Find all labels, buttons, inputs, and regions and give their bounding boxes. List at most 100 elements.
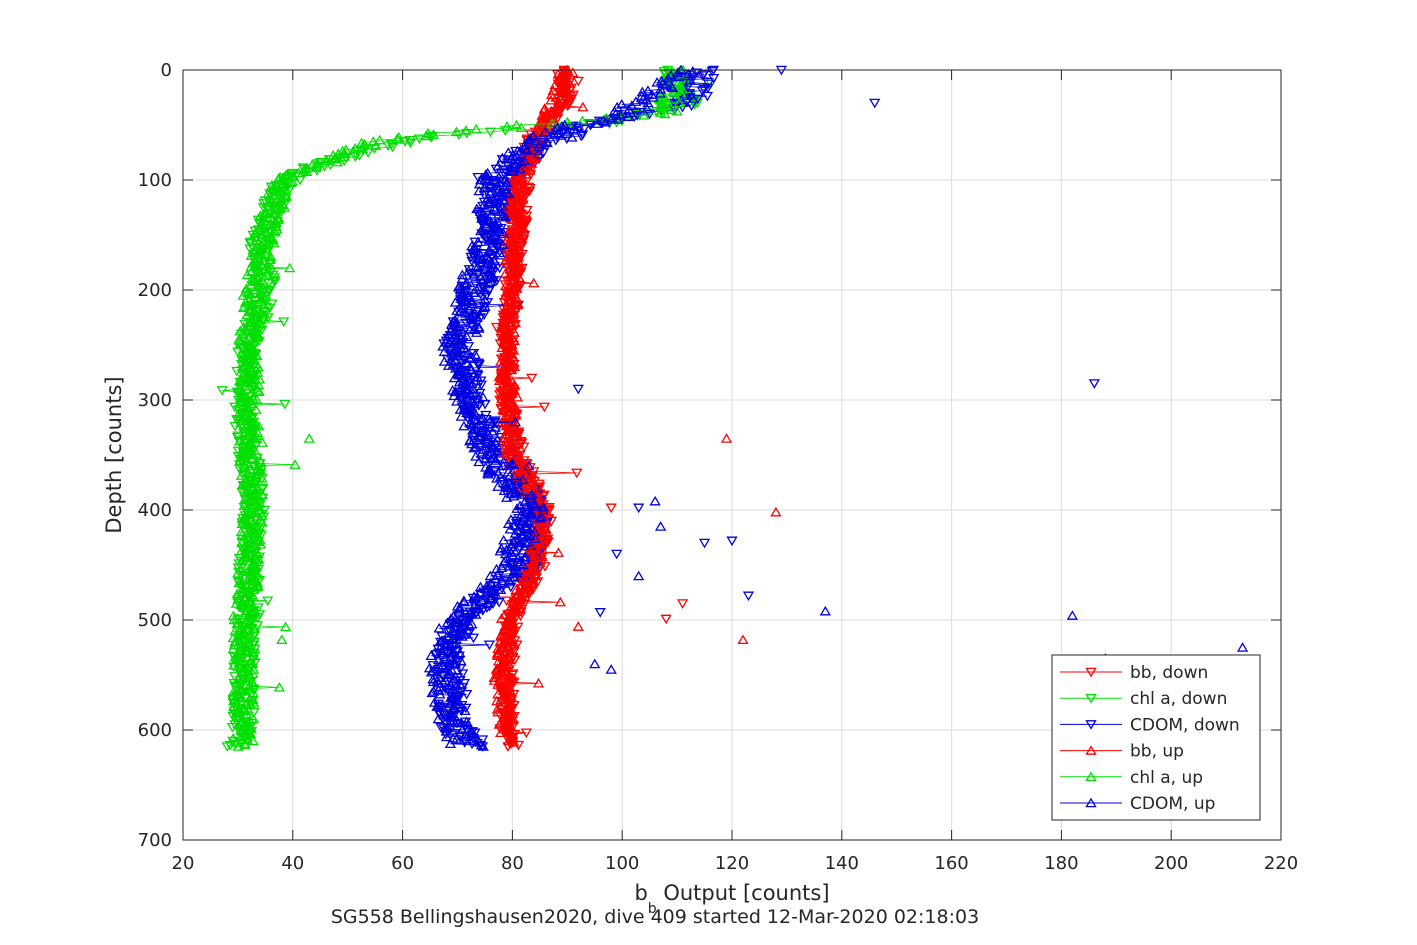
data-point [511,391,524,402]
data-point [244,503,257,513]
outlier-point [572,76,584,87]
data-point [500,187,513,197]
data-point [484,215,496,226]
y-axis-ticks: 0 100 200 300 400 500 600 700 [138,60,1281,851]
data-point [331,156,344,167]
data-point [262,188,274,199]
data-point [482,429,495,439]
x-tick-label: 80 [501,853,524,874]
data-point [518,232,530,242]
data-point [463,265,475,276]
data-point [525,508,537,519]
y-tick-label: 300 [138,390,172,411]
data-point [240,519,252,530]
y-axis-label: Depth [counts] [102,376,126,533]
data-point [247,694,259,704]
data-point [442,360,455,370]
data-point [278,317,290,327]
data-point [456,724,468,735]
y-tick-label: 600 [138,720,172,741]
data-point [454,605,466,615]
outlier-point [726,536,738,547]
data-point [456,631,468,641]
data-point [495,727,507,737]
legend-label: CDOM, up [1130,794,1215,814]
data-point [258,315,270,326]
data-point [239,323,252,333]
data-point [471,371,483,381]
data-point [697,71,709,81]
y-tick-label: 400 [138,500,172,521]
data-point [499,442,511,453]
data-point [256,517,268,527]
data-point [563,77,575,87]
data-point [687,66,699,76]
data-point [227,610,240,621]
data-point [440,731,453,742]
data-point [269,204,282,215]
data-point [434,642,447,652]
data-point [532,148,544,159]
data-point [474,388,486,399]
data-point [507,166,519,177]
data-point [492,481,504,491]
data-point [248,637,260,648]
data-point [473,185,485,196]
data-point [350,149,362,160]
data-point [235,526,247,537]
data-point [535,540,548,550]
outlier-point [698,538,711,549]
data-point [473,321,485,332]
data-point [567,67,579,77]
data-point [228,660,240,670]
data-point [261,211,273,222]
outlier-point [605,664,617,674]
data-point [476,213,488,223]
data-point [261,207,273,218]
data-point [248,378,260,388]
data-point [248,506,261,516]
data-point [236,633,249,644]
data-point [472,261,484,271]
outlier-point [523,460,535,471]
data-point [510,606,523,616]
data-point [461,277,473,288]
data-point [278,181,291,192]
outlier-point [594,608,606,618]
data-point [458,420,470,431]
data-point [622,111,634,121]
data-point [439,653,451,663]
data-point [501,121,513,131]
data-point [432,648,445,659]
data-point [349,143,361,153]
data-point [499,303,512,314]
data-point [393,132,405,142]
data-point [497,638,509,648]
data-point [240,552,253,563]
data-point [238,627,250,637]
outlier-point [660,614,672,625]
data-point [235,675,247,685]
data-point [521,205,533,216]
data-point [698,85,710,95]
data-point [528,277,540,288]
data-point [503,654,515,665]
data-point [235,657,247,667]
data-point [541,114,553,124]
data-point [445,319,458,329]
data-point [231,618,243,629]
data-point [481,583,493,593]
data-point [526,578,538,589]
data-point [237,328,250,339]
data-point [543,121,555,131]
data-point [479,264,491,274]
data-point [252,331,264,342]
data-point [440,726,452,736]
data-point [467,633,480,644]
data-point [227,732,239,743]
data-point [216,386,228,396]
data-point [591,118,604,128]
data-point [495,584,507,594]
outlier-point [303,433,315,443]
data-point [493,719,505,729]
